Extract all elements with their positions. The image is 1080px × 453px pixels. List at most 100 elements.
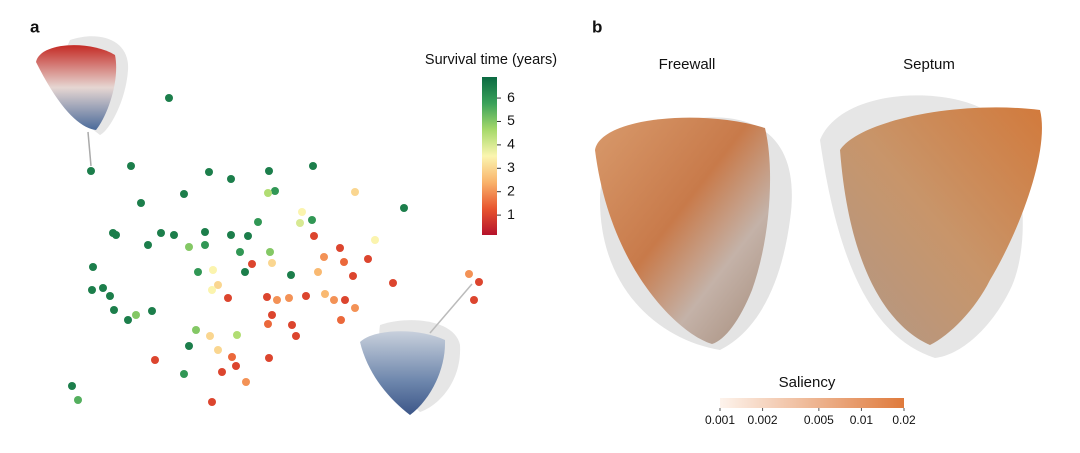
point xyxy=(224,294,232,302)
point xyxy=(194,268,202,276)
point xyxy=(205,168,213,176)
colorbar xyxy=(482,77,497,235)
point xyxy=(321,290,329,298)
point xyxy=(271,187,279,195)
point xyxy=(341,296,349,304)
point xyxy=(264,189,272,197)
colorbar-tick-label: 0.01 xyxy=(850,413,874,427)
colorbar-tick-label: 3 xyxy=(507,159,515,175)
point xyxy=(227,231,235,239)
point xyxy=(349,272,357,280)
point xyxy=(214,281,222,289)
point xyxy=(236,248,244,256)
point xyxy=(132,311,140,319)
point xyxy=(180,190,188,198)
point xyxy=(185,243,193,251)
point xyxy=(296,219,304,227)
point xyxy=(242,378,250,386)
point xyxy=(265,167,273,175)
point xyxy=(308,216,316,224)
view-label: Septum xyxy=(903,56,955,73)
point xyxy=(127,162,135,170)
view-label: Freewall xyxy=(659,56,716,73)
point xyxy=(264,320,272,328)
panel-label: a xyxy=(30,17,40,36)
colorbar-title: Survival time (years) xyxy=(425,52,557,68)
heart-render-bottom xyxy=(360,283,473,415)
colorbar-title: Saliency xyxy=(779,374,836,391)
point xyxy=(336,244,344,252)
point xyxy=(165,94,173,102)
point xyxy=(218,368,226,376)
point xyxy=(254,218,262,226)
point xyxy=(248,260,256,268)
point xyxy=(206,332,214,340)
point xyxy=(157,229,165,237)
point xyxy=(214,346,222,354)
point xyxy=(99,284,107,292)
colorbar-tick-label: 0.002 xyxy=(748,413,778,427)
heart-render-septum xyxy=(820,95,1042,358)
point xyxy=(351,188,359,196)
point xyxy=(192,326,200,334)
point xyxy=(351,304,359,312)
point xyxy=(112,231,120,239)
point xyxy=(273,296,281,304)
point xyxy=(268,311,276,319)
panel-label: b xyxy=(592,17,602,36)
point xyxy=(209,266,217,274)
point xyxy=(228,353,236,361)
point xyxy=(263,293,271,301)
point xyxy=(208,398,216,406)
point xyxy=(137,199,145,207)
point xyxy=(302,292,310,300)
point xyxy=(389,279,397,287)
point xyxy=(309,162,317,170)
point xyxy=(201,241,209,249)
colorbar-tick-label: 0.005 xyxy=(804,413,834,427)
point xyxy=(170,231,178,239)
point xyxy=(151,356,159,364)
point xyxy=(201,228,209,236)
point xyxy=(148,307,156,315)
point xyxy=(241,268,249,276)
point xyxy=(320,253,328,261)
point xyxy=(285,294,293,302)
point xyxy=(185,342,193,350)
point xyxy=(89,263,97,271)
point xyxy=(330,296,338,304)
colorbar-tick-label: 2 xyxy=(507,182,515,198)
point xyxy=(310,232,318,240)
colorbar-tick-label: 5 xyxy=(507,112,515,128)
point xyxy=(144,241,152,249)
colorbar-tick-label: 0.001 xyxy=(705,413,735,427)
point xyxy=(124,316,132,324)
point xyxy=(288,321,296,329)
point xyxy=(337,316,345,324)
point xyxy=(287,271,295,279)
point xyxy=(180,370,188,378)
point xyxy=(364,255,372,263)
point xyxy=(371,236,379,244)
point xyxy=(470,296,478,304)
point xyxy=(244,232,252,240)
colorbar-tick-label: 6 xyxy=(507,89,515,105)
point xyxy=(106,292,114,300)
point xyxy=(110,306,118,314)
point xyxy=(298,208,306,216)
heart-render-top xyxy=(36,36,129,167)
point xyxy=(465,270,473,278)
point xyxy=(88,286,96,294)
point xyxy=(292,332,300,340)
colorbar xyxy=(720,398,904,408)
colorbar-tick-label: 0.02 xyxy=(892,413,916,427)
point xyxy=(340,258,348,266)
colorbar-tick-label: 4 xyxy=(507,136,515,152)
point xyxy=(400,204,408,212)
point xyxy=(475,278,483,286)
point xyxy=(74,396,82,404)
point xyxy=(87,167,95,175)
point xyxy=(68,382,76,390)
point xyxy=(266,248,274,256)
